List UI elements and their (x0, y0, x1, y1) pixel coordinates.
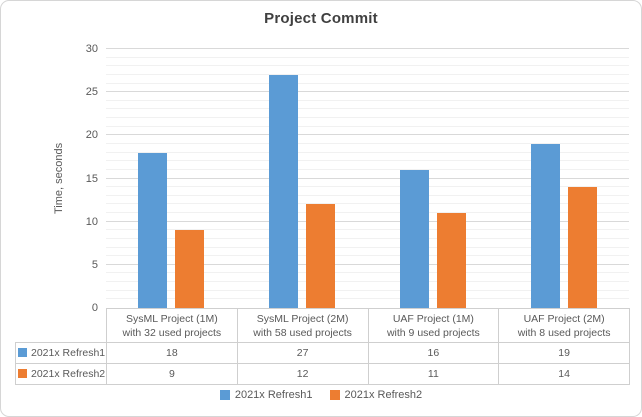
major-gridline (106, 48, 629, 49)
y-tick-label: 20 (85, 129, 98, 142)
series-key-icon (18, 369, 27, 378)
legend-swatch-icon (219, 390, 230, 400)
table-corner-cell (16, 309, 107, 343)
minor-gridline (106, 117, 629, 119)
minor-gridline (106, 108, 629, 110)
minor-gridline (106, 229, 629, 231)
series-key-icon (18, 348, 27, 357)
legend-label: 2021x Refresh2 (344, 389, 423, 401)
minor-gridline (106, 151, 629, 153)
legend-swatch-icon (329, 390, 340, 400)
legend-item-2021x-refresh2[interactable]: 2021x Refresh2 (329, 389, 423, 401)
legend-item-2021x-refresh1[interactable]: 2021x Refresh1 (219, 389, 313, 401)
minor-gridline (106, 281, 629, 283)
category-header: UAF Project (1M) with 9 used projects (367, 308, 500, 343)
category-header: UAF Project (2M) with 8 used projects (498, 308, 630, 343)
minor-gridline (106, 65, 629, 67)
major-gridline (106, 91, 629, 93)
major-gridline (106, 263, 629, 265)
bar-group-uaf-project-1m- (368, 49, 499, 308)
series-name-cell: 2021x Refresh1 (15, 342, 107, 364)
bar-group-sysml-project-1m- (106, 49, 237, 308)
minor-gridline (106, 160, 629, 162)
minor-gridline (106, 125, 629, 127)
minor-gridline (106, 56, 629, 58)
plot-area (106, 48, 629, 308)
minor-gridline (106, 168, 629, 170)
minor-gridline (106, 82, 629, 84)
legend-label: 2021x Refresh1 (234, 389, 313, 401)
chart-title: Project Commit (264, 10, 378, 27)
bar-2021x-refresh2[interactable] (175, 230, 205, 308)
value-cell: 9 (106, 363, 238, 385)
value-cell: 19 (498, 342, 630, 364)
bar-2021x-refresh1[interactable] (530, 143, 560, 308)
value-cell: 27 (236, 342, 369, 364)
bar-2021x-refresh1[interactable] (399, 169, 429, 308)
minor-gridline (106, 142, 629, 144)
value-cell: 12 (236, 363, 369, 385)
minor-gridline (106, 255, 629, 257)
minor-gridline (106, 237, 629, 239)
major-gridline (106, 220, 629, 222)
minor-gridline (106, 298, 629, 300)
legend: 2021x Refresh1 2021x Refresh2 (1, 389, 641, 401)
data-table: SysML Project (1M) with 32 used projects S… (15, 308, 630, 385)
y-tick-label: 0 (91, 302, 98, 314)
minor-gridline (106, 212, 629, 214)
category-header: SysML Project (1M) with 32 used projects (106, 308, 238, 343)
table-row-2021x-refresh2: 2021x Refresh2 9 12 11 14 (15, 363, 630, 385)
y-tick-label: 15 (85, 172, 98, 185)
major-gridline (106, 134, 629, 136)
bar-2021x-refresh2[interactable] (567, 187, 597, 308)
y-tick-label: 30 (85, 43, 98, 55)
category-header: SysML Project (2M) with 58 used projects (236, 308, 369, 343)
y-axis-tick-labels: 0 5 10 15 20 25 30 (59, 43, 98, 314)
major-gridline (106, 177, 629, 179)
minor-gridline (106, 246, 629, 248)
bar-2021x-refresh1[interactable] (138, 152, 168, 308)
minor-gridline (106, 194, 629, 196)
minor-gridline (106, 289, 629, 291)
minor-gridline (106, 99, 629, 101)
y-tick-label: 5 (91, 258, 98, 271)
series-name-cell: 2021x Refresh2 (15, 363, 107, 385)
bar-2021x-refresh1[interactable] (269, 74, 299, 308)
minor-gridline (106, 186, 629, 188)
bar-groups (106, 49, 629, 308)
bar-group-uaf-project-2m- (498, 49, 629, 308)
value-cell: 18 (106, 342, 238, 364)
y-tick-label: 10 (85, 215, 98, 228)
bar-2021x-refresh2[interactable] (306, 204, 336, 308)
bar-group-sysml-project-2m- (237, 49, 368, 308)
value-cell: 16 (367, 342, 500, 364)
minor-gridline (106, 203, 629, 205)
value-cell: 14 (498, 363, 630, 385)
minor-gridline (106, 272, 629, 274)
minor-gridline (106, 73, 629, 75)
value-cell: 11 (367, 363, 500, 385)
table-row-2021x-refresh1: 2021x Refresh1 18 27 16 19 (15, 342, 630, 364)
y-tick-label: 25 (85, 86, 98, 99)
bar-2021x-refresh2[interactable] (436, 213, 466, 308)
